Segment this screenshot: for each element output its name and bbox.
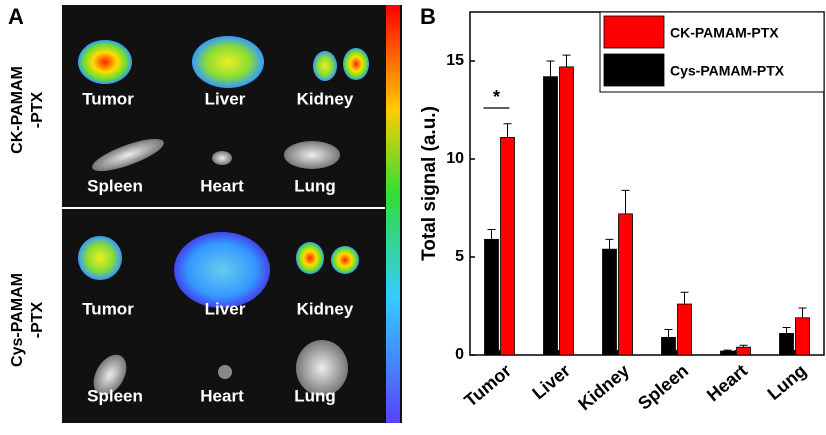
bar (720, 350, 735, 356)
bar (500, 137, 515, 356)
y-axis-label: Total signal (a.u.) (419, 106, 440, 261)
error-bar (562, 54, 571, 67)
organ-label: Lung (294, 386, 336, 405)
bar (618, 213, 633, 356)
bar (543, 76, 558, 356)
x-tick-label: Heart (703, 360, 751, 405)
organ-label: Liver (205, 299, 246, 318)
organ-image (343, 48, 369, 80)
bar (661, 336, 676, 356)
bar (779, 333, 794, 356)
organ-image (192, 36, 264, 88)
bar (484, 238, 499, 356)
bar (736, 346, 751, 356)
error-bar (723, 349, 732, 352)
legend-label: Cys-PAMAM-PTX (670, 63, 785, 79)
organ-label: Lung (294, 176, 336, 195)
y-tick-label: 10 (446, 150, 464, 167)
organ-image (331, 246, 359, 274)
organ-label: Tumor (82, 299, 134, 318)
x-tick-label: Liver (528, 360, 574, 403)
annotation: * (493, 87, 500, 107)
organ-label: Heart (200, 176, 244, 195)
y-tick-label: 15 (446, 52, 464, 69)
organ-label: Heart (200, 386, 244, 405)
x-tick-label: Lung (764, 360, 811, 404)
bar (677, 303, 692, 356)
error-bar (782, 327, 791, 334)
organ-image (174, 232, 270, 308)
imaging-panel (62, 5, 402, 423)
organ-image (313, 51, 337, 81)
organ-label: Tumor (82, 89, 134, 108)
error-bar (621, 189, 630, 214)
error-bar (503, 123, 512, 138)
organ-image (93, 354, 127, 396)
error-bar (798, 307, 807, 318)
panel-label: A (8, 4, 24, 29)
error-bar (605, 238, 614, 250)
bar (795, 317, 810, 356)
organ-image (296, 340, 348, 396)
x-tick-label: Tumor (460, 360, 515, 410)
error-bar (487, 229, 496, 240)
y-tick-label: 0 (455, 346, 464, 363)
organ-label: Spleen (87, 386, 143, 405)
organ-image (218, 365, 232, 379)
organ-label: Spleen (87, 176, 143, 195)
organ-label: Kidney (297, 299, 354, 318)
error-bar (680, 291, 689, 305)
legend-swatch (603, 15, 665, 49)
error-bar (546, 60, 555, 77)
organ-label: Kidney (297, 89, 354, 108)
error-bar (739, 344, 748, 348)
color-bar (386, 5, 400, 423)
x-tick-label: Kidney (574, 360, 633, 414)
bar-chart: 0 5 10 15 Total signal (a.u.) Tumor Liver Kidne… (419, 11, 825, 414)
organ-image (212, 151, 232, 165)
organ-image (78, 40, 132, 84)
x-tick-label: Spleen (634, 360, 692, 413)
row-label: CK-PAMAM -PTX (9, 66, 46, 154)
bar (559, 66, 574, 356)
row-label: Cys-PAMAM -PTX (9, 273, 46, 367)
organ-image (92, 138, 164, 172)
organ-image (78, 236, 122, 280)
organ-image (296, 242, 324, 274)
panel-label: B (420, 4, 436, 29)
y-tick-label: 5 (455, 248, 464, 265)
error-bar (664, 329, 673, 338)
organ-label: Liver (205, 89, 246, 108)
organ-image (284, 141, 340, 169)
bar (602, 248, 617, 356)
legend-swatch (603, 53, 665, 87)
legend-label: CK-PAMAM-PTX (670, 25, 779, 41)
